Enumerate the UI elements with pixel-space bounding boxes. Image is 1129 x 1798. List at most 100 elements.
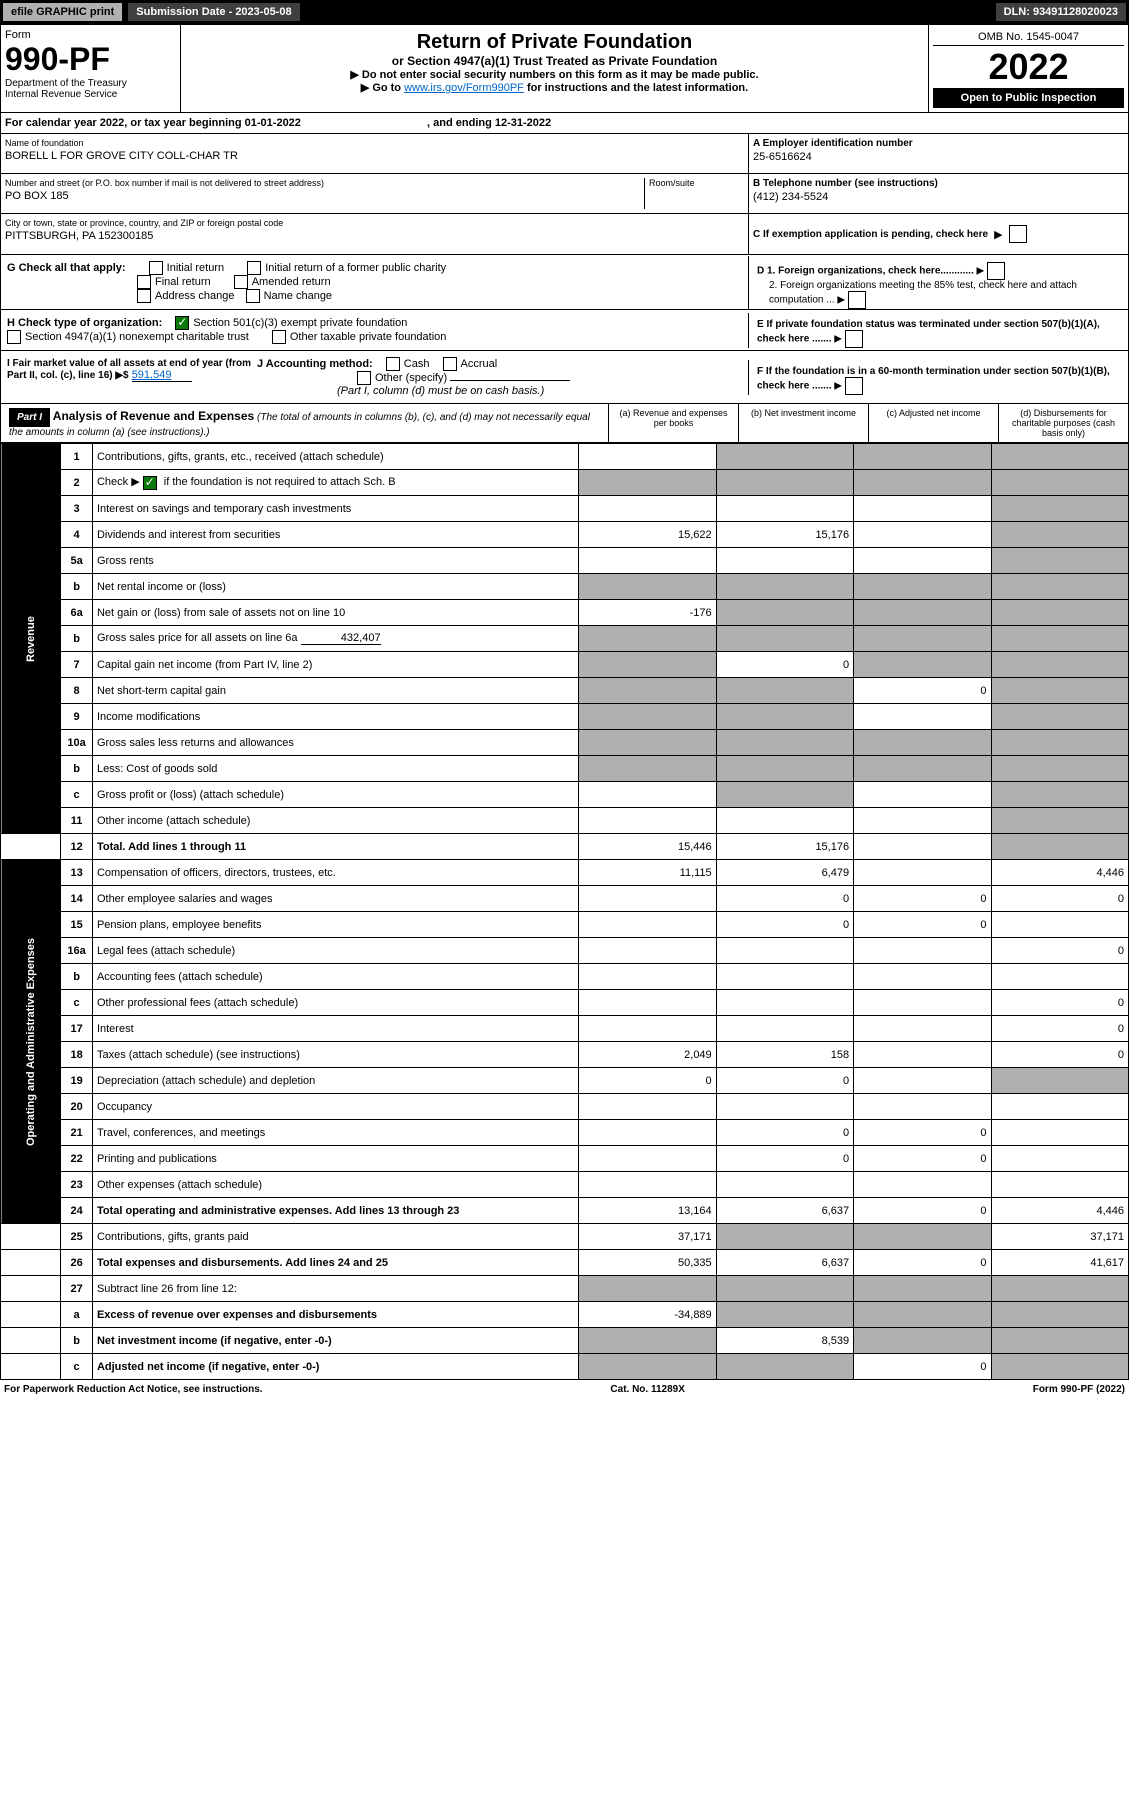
instr2-post: for instructions and the latest informat… [524, 82, 748, 94]
j-note: (Part I, column (d) must be on cash basi… [337, 385, 544, 397]
r2a: Check ▶ [97, 476, 140, 488]
table-row: 4Dividends and interest from securities1… [1, 522, 1129, 548]
footer-left: For Paperwork Reduction Act Notice, see … [4, 1384, 263, 1395]
row-g: G Check all that apply: Initial return I… [0, 255, 1129, 310]
h1-label: Section 501(c)(3) exempt private foundat… [193, 317, 407, 329]
table-row: 7Capital gain net income (from Part IV, … [1, 652, 1129, 678]
g3-label: Final return [155, 276, 211, 288]
city-label: City or town, state or province, country… [5, 218, 744, 228]
form-header: Form 990-PF Department of the Treasury I… [0, 24, 1129, 113]
col-c-header: (c) Adjusted net income [868, 404, 998, 442]
open-public: Open to Public Inspection [933, 88, 1124, 108]
g1-cb[interactable] [149, 261, 163, 275]
table-row: 6aNet gain or (loss) from sale of assets… [1, 600, 1129, 626]
table-row: 24Total operating and administrative exp… [1, 1198, 1129, 1224]
g5-cb[interactable] [137, 289, 151, 303]
irs-label: Internal Revenue Service [5, 89, 176, 100]
cal-begin: For calendar year 2022, or tax year begi… [5, 117, 301, 129]
city: PITTSBURGH, PA 152300185 [5, 228, 744, 244]
r6b-label: Gross sales price for all assets on line… [97, 632, 298, 644]
g1-label: Initial return [167, 262, 224, 274]
table-row: 12Total. Add lines 1 through 1115,44615,… [1, 834, 1129, 860]
j2-label: Accrual [461, 358, 498, 370]
table-row: 27Subtract line 26 from line 12: [1, 1276, 1129, 1302]
part1-header: Part I Analysis of Revenue and Expenses … [0, 404, 1129, 443]
name-label: Name of foundation [5, 138, 744, 148]
table-row: 18Taxes (attach schedule) (see instructi… [1, 1042, 1129, 1068]
table-row: cOther professional fees (attach schedul… [1, 990, 1129, 1016]
instr-2: ▶ Go to www.irs.gov/Form990PF for instru… [187, 81, 922, 94]
table-row: Revenue 1Contributions, gifts, grants, e… [1, 444, 1129, 470]
h1-cb[interactable] [175, 316, 189, 330]
j3-cb[interactable] [357, 371, 371, 385]
identity-section: Name of foundation BORELL L FOR GROVE CI… [0, 134, 1129, 255]
cal-end: , and ending 12-31-2022 [427, 117, 551, 129]
fmv-value[interactable]: 591,549 [132, 369, 192, 382]
address: PO BOX 185 [5, 188, 644, 204]
table-row: cGross profit or (loss) (attach schedule… [1, 782, 1129, 808]
col-a-header: (a) Revenue and expenses per books [608, 404, 738, 442]
table-row: 22Printing and publications00 [1, 1146, 1129, 1172]
tax-year: 2022 [933, 46, 1124, 88]
table-row: bNet investment income (if negative, ent… [1, 1328, 1129, 1354]
e-cb[interactable] [845, 330, 863, 348]
table-row: bAccounting fees (attach schedule) [1, 964, 1129, 990]
g3-cb[interactable] [137, 275, 151, 289]
table-row: bLess: Cost of goods sold [1, 756, 1129, 782]
g6-label: Name change [264, 290, 333, 302]
g4-cb[interactable] [234, 275, 248, 289]
f-cb[interactable] [845, 377, 863, 395]
efile-button[interactable]: efile GRAPHIC print [2, 2, 123, 22]
lineno: 1 [61, 444, 93, 470]
table-row: bGross sales price for all assets on lin… [1, 626, 1129, 652]
table-row: 16aLegal fees (attach schedule)0 [1, 938, 1129, 964]
r6b-val: 432,407 [301, 632, 381, 645]
submission-date: Submission Date - 2023-05-08 [127, 2, 300, 22]
room-label: Room/suite [649, 178, 744, 188]
c-checkbox[interactable] [1009, 225, 1027, 243]
d1-cb[interactable] [987, 262, 1005, 280]
g-label: G Check all that apply: [7, 262, 126, 274]
addr-label: Number and street (or P.O. box number if… [5, 178, 644, 188]
instr2-pre: ▶ Go to [361, 82, 404, 94]
row-h: H Check type of organization: Section 50… [0, 310, 1129, 351]
g2-label: Initial return of a former public charit… [265, 262, 446, 274]
arrow-icon: ▶ [977, 265, 985, 276]
h-label: H Check type of organization: [7, 317, 162, 329]
j-label: J Accounting method: [257, 358, 373, 370]
form-link[interactable]: www.irs.gov/Form990PF [404, 82, 524, 94]
arrow-icon: ▶ [837, 294, 845, 305]
table-row: bNet rental income or (loss) [1, 574, 1129, 600]
table-row: 23Other expenses (attach schedule) [1, 1172, 1129, 1198]
j2-cb[interactable] [443, 357, 457, 371]
j1-cb[interactable] [386, 357, 400, 371]
r2b: if the foundation is not required to att… [164, 476, 396, 488]
table-row: 21Travel, conferences, and meetings00 [1, 1120, 1129, 1146]
g4-label: Amended return [252, 276, 331, 288]
table-row: 19Depreciation (attach schedule) and dep… [1, 1068, 1129, 1094]
table-row: 15Pension plans, employee benefits00 [1, 912, 1129, 938]
c-label: C If exemption application is pending, c… [753, 229, 988, 240]
omb-no: OMB No. 1545-0047 [933, 29, 1124, 46]
r2-cb[interactable] [143, 476, 157, 490]
i-label: I Fair market value of all assets at end… [7, 358, 251, 381]
arrow-icon: ▶ [994, 228, 1002, 241]
phone: (412) 234-5524 [753, 189, 1124, 205]
d2-cb[interactable] [848, 291, 866, 309]
table-row: 20Occupancy [1, 1094, 1129, 1120]
foundation-name: BORELL L FOR GROVE CITY COLL-CHAR TR [5, 148, 744, 164]
g2-cb[interactable] [247, 261, 261, 275]
table-row: 5aGross rents [1, 548, 1129, 574]
e-label: E If private foundation status was termi… [757, 319, 1100, 345]
h3-cb[interactable] [272, 330, 286, 344]
revenue-side: Revenue [1, 444, 61, 834]
g6-cb[interactable] [246, 289, 260, 303]
table-row: 3Interest on savings and temporary cash … [1, 496, 1129, 522]
form-title: Return of Private Foundation [187, 31, 922, 54]
table-row: 8Net short-term capital gain0 [1, 678, 1129, 704]
g5-label: Address change [155, 290, 235, 302]
row-ij: I Fair market value of all assets at end… [0, 351, 1129, 404]
calendar-year: For calendar year 2022, or tax year begi… [0, 113, 1129, 134]
h2-cb[interactable] [7, 330, 21, 344]
expenses-side: Operating and Administrative Expenses [1, 860, 61, 1224]
